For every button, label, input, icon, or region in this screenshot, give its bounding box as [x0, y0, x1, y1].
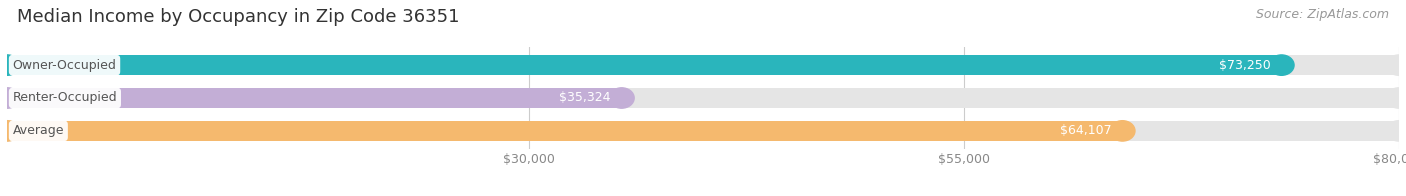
Text: Source: ZipAtlas.com: Source: ZipAtlas.com: [1256, 8, 1389, 21]
Ellipse shape: [0, 121, 20, 141]
Text: $64,107: $64,107: [1060, 124, 1111, 137]
Text: Average: Average: [13, 124, 65, 137]
Ellipse shape: [0, 55, 20, 75]
Ellipse shape: [1109, 121, 1135, 141]
Ellipse shape: [1270, 55, 1294, 75]
Ellipse shape: [1386, 55, 1406, 75]
Text: $35,324: $35,324: [560, 92, 610, 104]
Text: Renter-Occupied: Renter-Occupied: [13, 92, 117, 104]
Text: Median Income by Occupancy in Zip Code 36351: Median Income by Occupancy in Zip Code 3…: [17, 8, 460, 26]
Bar: [7, 121, 1399, 141]
Text: Owner-Occupied: Owner-Occupied: [13, 59, 117, 72]
Text: $73,250: $73,250: [1219, 59, 1271, 72]
Ellipse shape: [1386, 121, 1406, 141]
Bar: [7, 121, 1122, 141]
Bar: [7, 55, 1399, 75]
Ellipse shape: [0, 55, 20, 75]
Bar: [7, 88, 621, 108]
Ellipse shape: [0, 88, 20, 108]
Ellipse shape: [0, 121, 20, 141]
Ellipse shape: [609, 88, 634, 108]
Ellipse shape: [1386, 88, 1406, 108]
Ellipse shape: [0, 88, 20, 108]
Bar: [7, 88, 1399, 108]
Bar: [7, 55, 1281, 75]
